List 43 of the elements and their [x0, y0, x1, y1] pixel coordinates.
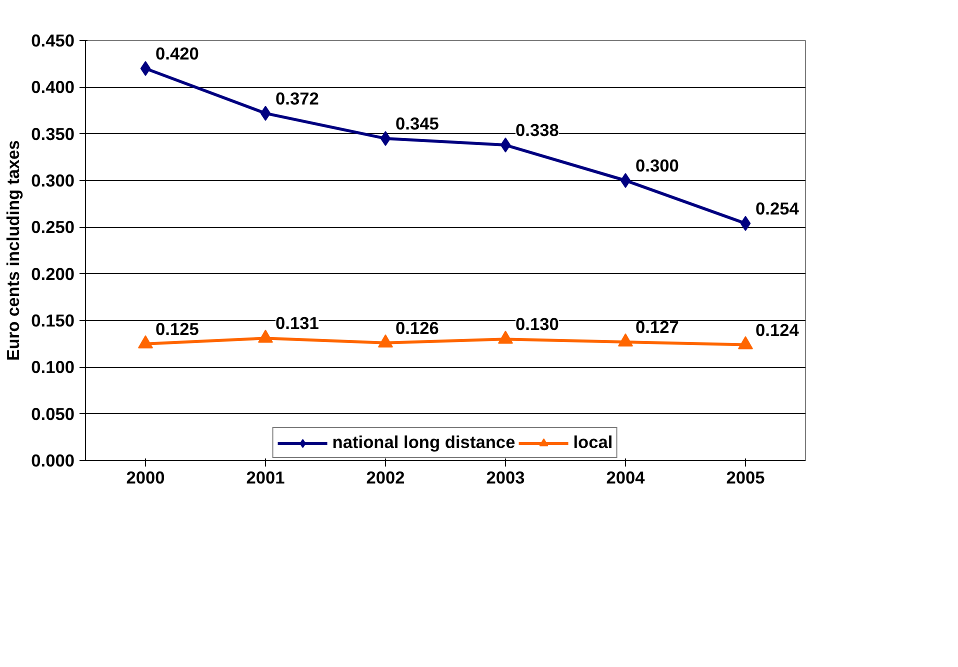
point	[500, 138, 511, 153]
x-tick-label: 2000	[126, 468, 165, 488]
y-tick-label: 0.400	[31, 77, 75, 98]
legend-label: national long distance	[332, 432, 516, 453]
y-tick-label: 0.300	[31, 170, 75, 190]
point	[260, 106, 271, 121]
data-label: 0.338	[516, 120, 560, 140]
data-label: 0.345	[396, 114, 440, 134]
x-tick-label: 2005	[726, 468, 766, 488]
y-tick-label: 0.450	[31, 30, 75, 50]
data-label: 0.124	[756, 320, 800, 340]
point	[380, 131, 391, 146]
x-tick-label: 2002	[366, 468, 405, 488]
point	[138, 335, 153, 348]
y-tick-label: 0.150	[31, 310, 75, 330]
point	[498, 330, 513, 344]
data-label: 0.131	[276, 313, 320, 334]
x-tick-label: 2004	[606, 468, 646, 488]
legend-label: local	[573, 432, 613, 453]
y-tick-label: 0.050	[31, 404, 75, 424]
x-tick-label: 2003	[486, 468, 526, 488]
data-label: 0.130	[516, 314, 559, 334]
data-label: 0.420	[156, 44, 199, 64]
point	[258, 330, 273, 343]
y-tick-label: 0.350	[31, 124, 75, 144]
y-tick-label: 0.200	[31, 264, 75, 284]
point	[140, 61, 151, 76]
data-label: 0.127	[636, 316, 679, 337]
data-label: 0.125	[156, 318, 200, 339]
data-label: 0.126	[396, 318, 440, 338]
x-tick-label: 2001	[246, 468, 286, 488]
y-axis-title: Euro cents including taxes	[3, 140, 24, 361]
data-label: 0.300	[636, 156, 679, 176]
y-tick-label: 0.250	[31, 217, 75, 238]
data-label: 0.372	[276, 88, 319, 108]
point	[378, 334, 393, 348]
point	[740, 216, 751, 231]
y-tick-label: 0.000	[31, 450, 75, 470]
y-tick-label: 0.100	[31, 357, 75, 378]
point	[618, 333, 633, 347]
data-label: 0.254	[756, 198, 800, 218]
point	[738, 336, 753, 350]
point	[620, 173, 631, 188]
